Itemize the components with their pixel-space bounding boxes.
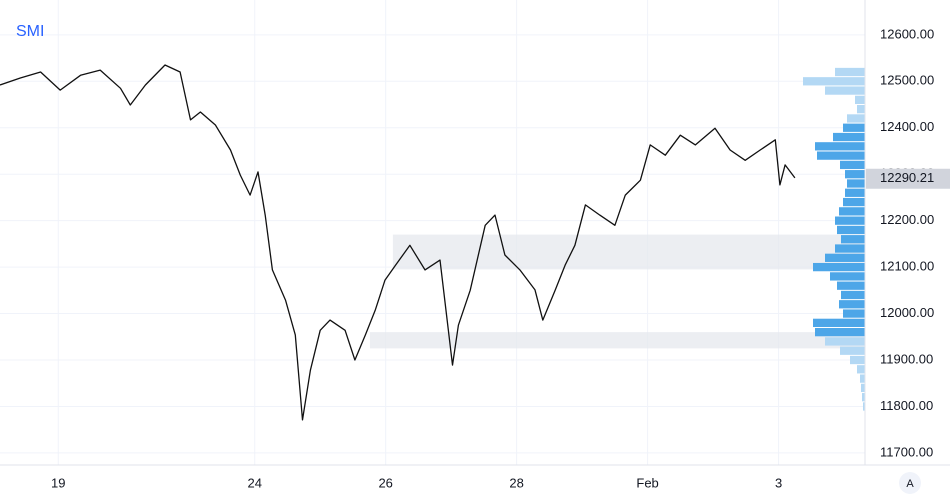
x-tick-label: 28: [509, 475, 523, 490]
volume-profile-bar: [813, 262, 865, 272]
volume-profile-bar: [841, 290, 865, 300]
volume-profile-bar: [825, 337, 865, 346]
volume-profile-bar: [839, 207, 865, 216]
volume-profile-bar: [843, 123, 865, 132]
chart-title: SMI: [16, 23, 44, 40]
price-line: [0, 64, 796, 421]
x-tick-label: 24: [247, 475, 261, 490]
y-tick-label: 11700.00: [880, 444, 933, 459]
volume-profile-bar: [830, 272, 865, 281]
y-tick-label: 11900.00: [880, 351, 933, 366]
volume-profile-bar: [825, 253, 865, 262]
volume-profile-bar: [857, 365, 865, 374]
volume-profile-bar: [843, 197, 865, 207]
y-tick-label: 12000.00: [880, 305, 934, 320]
last-price-label: 12290.21: [880, 170, 934, 185]
volume-profile-bar: [840, 160, 865, 170]
volume-profile-bar: [862, 393, 865, 402]
volume-profile-bar: [837, 281, 865, 290]
volume-profile-bar: [861, 383, 865, 393]
x-tick-label: 3: [775, 475, 782, 490]
last-price-box: [866, 168, 950, 189]
grid: [0, 0, 865, 465]
marks: [0, 64, 796, 421]
volume-profile-bar: [815, 327, 865, 337]
value-zone: [369, 332, 865, 349]
volume-profile-bar: [815, 142, 865, 151]
y-tick-label: 12100.00: [880, 259, 934, 274]
volume-profile-bar: [845, 170, 865, 179]
volume-profile-bar: [841, 235, 865, 244]
y-tick-label: 12200.00: [880, 212, 934, 227]
y-tick-label: 12400.00: [880, 119, 934, 134]
volume-profile-bar: [855, 95, 865, 105]
volume-profile-bar: [835, 216, 865, 225]
volume-profile-bar: [813, 318, 865, 327]
auto-scale-button[interactable]: [899, 472, 921, 494]
volume-profile-bar: [843, 309, 865, 318]
x-tick-label: 19: [51, 475, 65, 490]
volume-profile-bar: [835, 67, 865, 77]
zones: [369, 67, 865, 411]
volume-profile-bar: [837, 225, 865, 235]
value-zone: [392, 234, 865, 270]
volume-profile-bar: [833, 132, 865, 142]
volume-profile-bar: [835, 244, 865, 253]
volume-profile-bar: [860, 374, 865, 383]
volume-profile-bar: [845, 188, 865, 197]
y-tick-label: 12500.00: [880, 73, 934, 88]
y-tick-label: 12600.00: [880, 26, 934, 41]
volume-profile-bar: [850, 355, 865, 365]
volume-profile-bar: [825, 86, 865, 95]
volume-profile-bar: [847, 114, 865, 123]
volume-profile-bar: [863, 402, 865, 411]
x-tick-label: Feb: [636, 475, 658, 490]
x-tick-label: 26: [378, 475, 392, 490]
volume-profile-bar: [817, 151, 865, 160]
volume-profile-bar: [803, 77, 865, 86]
volume-profile-bar: [840, 346, 865, 355]
volume-profile-bar: [857, 105, 865, 114]
volume-profile-bar: [839, 300, 865, 309]
y-tick-label: 11800.00: [880, 398, 933, 413]
volume-profile-bar: [847, 179, 865, 188]
auto-scale-label[interactable]: A: [906, 478, 914, 490]
